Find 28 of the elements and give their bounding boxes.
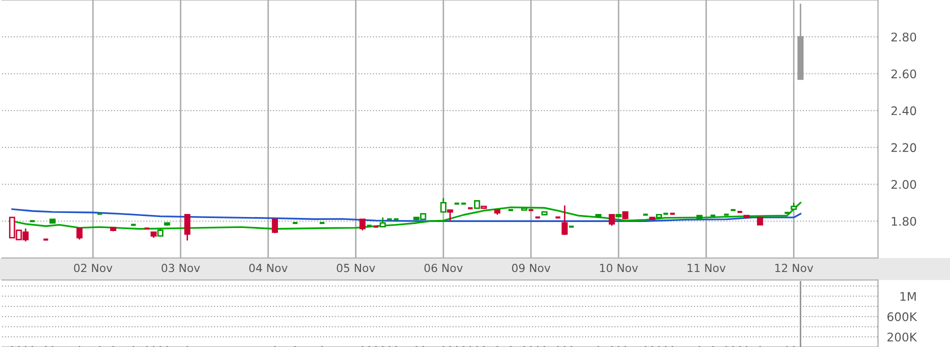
candlestick [562, 204, 568, 236]
y-tick-label: 2.40 [891, 106, 916, 116]
y-tick-label: 2.60 [891, 69, 916, 78]
y-tick-label: 200K [887, 332, 918, 342]
y-tick-label: 2.80 [891, 32, 916, 42]
candlestick [447, 209, 454, 222]
candlestick [272, 218, 278, 234]
candlestick [608, 214, 615, 226]
candlestick [359, 218, 366, 232]
x-tick-label: 02 Nov [74, 264, 112, 272]
y-tick-label: 2.00 [891, 180, 916, 189]
x-tick-label: 10 Nov [600, 264, 638, 272]
y-tick-label: 600K [887, 312, 918, 322]
candlestick [380, 216, 386, 228]
line-series [11, 208, 802, 222]
x-tick-label: 12 Nov [775, 264, 814, 272]
x-tick-label: 05 Nov [336, 264, 376, 272]
candlestick [76, 228, 83, 240]
x-tick-label: 03 Nov [162, 264, 200, 272]
candlestick [184, 214, 190, 242]
x-tick-label: 09 Nov [512, 264, 550, 272]
x-tick-label: 06 Nov [424, 264, 463, 272]
y-tick-label: 2.20 [891, 143, 916, 152]
x-tick-label: 11 Nov [688, 264, 726, 272]
candlestick [440, 197, 446, 213]
x-tick-label: 04 Nov [249, 264, 288, 272]
y-tick-label: 1M [900, 292, 916, 301]
y-tick-label: 1.80 [892, 216, 916, 226]
